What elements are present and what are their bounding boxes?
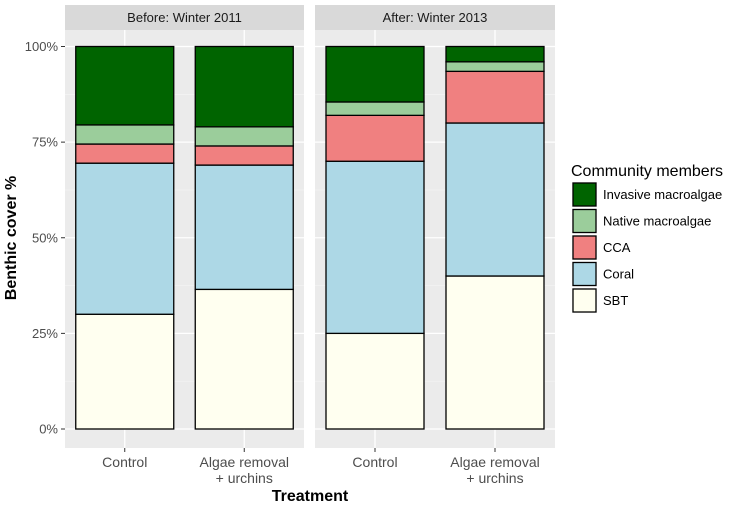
facet-strip [315,5,555,30]
bar-segment [445,122,545,277]
legend-item: Native macroalgae [572,208,711,234]
facet-panel: Before: Winter 2011 Control Algae removal +… [65,5,304,486]
bar-segment [445,45,545,63]
legend-swatch [572,288,597,313]
bar-segment [445,70,545,124]
y-axis: 0% 25% 50% 75% 100% [25,39,65,437]
bar-segment [75,124,175,145]
bar-segment [325,101,425,117]
bar-segment [75,313,175,430]
bar-segment [445,61,545,73]
bar-segment [325,45,425,103]
bar-segment [75,162,175,315]
bar-segment [75,45,175,126]
legend-item: CCA [572,235,631,260]
legend-label: Invasive macroalgae [603,187,722,202]
legend-label: CCA [603,240,631,255]
legend: Community members Invasive macroalgae Nat… [571,163,723,313]
facet-panels: Before: Winter 2011 Control Algae removal +… [65,5,555,486]
y-tick-label: 25% [32,326,58,341]
x-tick-label: Algae removal + urchins [450,454,540,486]
bar-segment [194,126,294,147]
facet-strip-label: After: Winter 2013 [383,10,488,25]
x-tick-label: Control [102,454,147,470]
legend-item: Invasive macroalgae [572,182,722,207]
legend-swatch [572,182,597,207]
x-tick-label: Algae removal + urchins [200,454,290,486]
bar-segment [194,145,294,166]
x-axis-title: Treatment [272,488,349,505]
y-axis-title: Benthic cover % [3,176,20,300]
bar-segment [325,160,425,335]
legend-label: SBT [603,293,628,308]
y-tick-label: 75% [32,135,58,150]
bar-segment [75,143,175,164]
facet-panel: After: Winter 2013 Control Algae removal + … [315,5,555,486]
x-tick-label: Control [352,454,397,470]
legend-swatch [572,208,597,234]
bar-segment [445,275,545,430]
y-tick-label: 100% [25,39,59,54]
facet-strip-label: Before: Winter 2011 [127,10,242,25]
legend-label: Native macroalgae [603,214,711,229]
legend-label: Coral [603,267,634,282]
bar-segment [194,45,294,128]
facet-strip [65,5,304,30]
legend-swatch [572,235,597,260]
bar-segment [325,332,425,430]
bar-segment [194,164,294,291]
legend-item: SBT [572,288,628,313]
y-tick-label: 50% [32,230,58,245]
bar-segment [194,288,294,430]
legend-title: Community members [571,163,723,180]
bar-segment [325,114,425,162]
legend-item: Coral [572,261,634,287]
y-tick-label: 0% [39,422,58,437]
legend-swatch [572,261,597,287]
